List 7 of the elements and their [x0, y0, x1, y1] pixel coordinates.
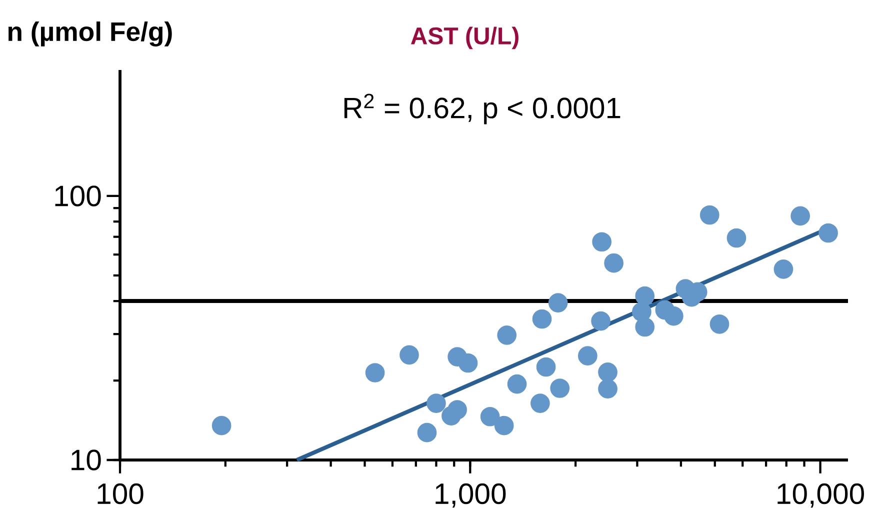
x-tick-label: 10,000	[778, 483, 864, 508]
y-tick-label: 10	[72, 450, 101, 470]
x-tick-label: 100	[98, 483, 144, 504]
x-tick-label: 1,000	[436, 483, 506, 508]
annotation: R$^{2}$ = 0.62, p < 0.0001	[344, 94, 620, 124]
y-axis-title: n (µmol Fe/g)	[8, 22, 172, 46]
chart-title: AST (U/L)	[410, 26, 518, 50]
